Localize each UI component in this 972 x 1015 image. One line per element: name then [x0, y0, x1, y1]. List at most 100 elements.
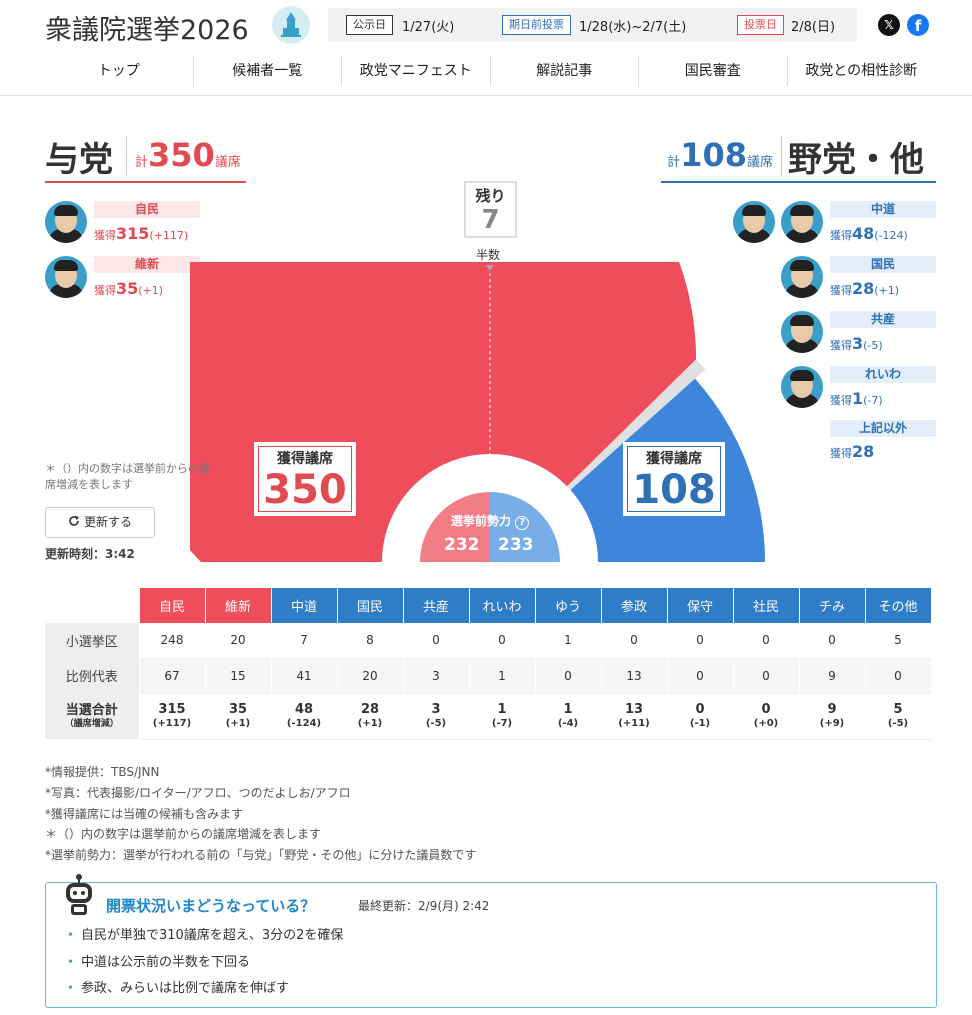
party-name-dpfp: 国民 — [830, 256, 936, 273]
opposition-total-prefix: 計 — [667, 155, 681, 170]
table-cell: 20 — [337, 658, 404, 694]
table-cell: 0 — [667, 623, 734, 659]
party-name-ishin: 維新 — [94, 256, 200, 273]
table-cell: 67 — [139, 658, 206, 694]
opposition-label: 野党・他 — [788, 140, 924, 180]
ruling-total: 計350議席 — [126, 136, 241, 176]
table-header-party: その他 — [865, 588, 932, 623]
refresh-icon — [69, 515, 79, 526]
half-label: 半数 — [476, 248, 501, 262]
table-total-value: 35 — [228, 702, 248, 717]
table-header-party: 共産 — [403, 588, 470, 623]
pre-election-ruling: 232 — [444, 535, 480, 555]
table-total-diff: (-5) — [425, 718, 447, 729]
table-header-party: 自民 — [139, 588, 206, 623]
table-total-cell: 9 (+9) — [799, 693, 866, 740]
table-total-cell: 3 (-5) — [403, 693, 470, 740]
refresh-label: 更新する — [83, 515, 132, 529]
summary-updated: 最終更新：2/9(月) 2:42 — [358, 899, 490, 913]
remaining-label: 残り — [475, 187, 506, 205]
remaining-value: 7 — [481, 205, 500, 235]
table-cell: 7 — [271, 623, 338, 659]
table-row-single-seat: 小選挙区 248 20 7 8 0 0 1 0 0 0 0 5 — [45, 623, 932, 659]
party-name-reiwa: れいわ — [830, 366, 936, 383]
seat-table: 自民 維新 中道 国民 共産 れいわ ゆう 参政 保守 社民 チみ その他 小選挙区 248 20 7 8 0… — [45, 588, 932, 740]
facebook-share-icon[interactable]: f — [907, 14, 929, 36]
table-total-cell: 13 (+11) — [601, 693, 668, 740]
table-total-label: 当選合計 （議席増減） — [45, 693, 140, 739]
table-cell: 0 — [667, 658, 734, 694]
table-total-value: 0 — [761, 702, 771, 717]
main-nav: トップ 候補者一覧 政党マニフェスト 解説記事 国民審査 政党との相性診断 — [45, 56, 935, 86]
opposition-total-suffix: 議席 — [746, 155, 773, 170]
site-title[interactable]: 衆議院選挙2026 — [45, 15, 249, 46]
avatar-chudo-leader-2 — [781, 201, 823, 243]
table-row-total: 当選合計 （議席増減） 315 (+117) 35 (+1) 48 (-124) 28 (+1… — [45, 693, 932, 740]
x-share-icon[interactable]: 𝕏 — [878, 14, 900, 36]
ruling-underline — [45, 181, 246, 183]
table-cell: 20 — [205, 623, 272, 659]
party-name-others: 上記以外 — [830, 420, 936, 437]
table-total-diff: (-1) — [689, 718, 711, 729]
table-total-value: 48 — [294, 702, 314, 717]
ruling-seat-box-value: 350 — [263, 467, 347, 513]
opposition-seat-box-label: 獲得議席 — [646, 451, 702, 467]
pre-election-opposition: 233 — [498, 535, 534, 555]
ruling-total-number: 350 — [148, 136, 215, 174]
table-cell: 0 — [601, 623, 668, 659]
nav-item-national-review[interactable]: 国民審査 — [639, 56, 788, 86]
summary-title: 開票状況いまどうなっている？ — [106, 897, 316, 915]
party-seats-others: 獲得28 — [830, 442, 875, 461]
avatar-chudo-leader-1 — [733, 201, 775, 243]
avatar-ldp-leader — [45, 201, 87, 243]
refresh-button[interactable]: 更新する — [45, 507, 155, 538]
footnotes: *情報提供：TBS/JNN *写真：代表撮影/ロイター/アフロ、つのだよしお/ア… — [45, 762, 476, 866]
schedule-badge-announcement: 公示日 — [346, 15, 393, 35]
table-row-label: 比例代表 — [45, 658, 140, 693]
summary-item: 自民が単独で310議席を超え、3分の2を確保 — [64, 923, 343, 950]
table-total-cell: 1 (-7) — [469, 693, 536, 740]
schedule-date-announcement: 1/27(火) — [402, 20, 455, 35]
table-cell: 15 — [205, 658, 272, 694]
schedule-date-voting-day: 2/8(日) — [791, 20, 836, 35]
opposition-underline — [661, 181, 936, 183]
table-total-value: 1 — [563, 702, 573, 717]
help-icon[interactable]: ? — [515, 516, 530, 530]
update-time: 更新時刻：3:42 — [45, 547, 135, 561]
avatar-reiwa-leader — [781, 366, 823, 408]
nav-item-manifesto[interactable]: 政党マニフェスト — [342, 56, 491, 86]
avatar-jcp-leader — [781, 311, 823, 353]
summary-item: 参政、みらいは比例で議席を伸ばす — [64, 976, 343, 1003]
table-total-diff: (-4) — [557, 718, 579, 729]
pre-election-ruling-arc — [420, 492, 490, 562]
table-cell: 0 — [403, 623, 470, 659]
nav-item-articles[interactable]: 解説記事 — [491, 56, 639, 86]
opposition-seat-box-value: 108 — [632, 467, 716, 513]
nav-item-candidates[interactable]: 候補者一覧 — [194, 56, 342, 86]
table-header-party: 中道 — [271, 588, 338, 623]
party-seats-ishin: 獲得35(+1) — [94, 279, 164, 298]
party-name-jcp: 共産 — [830, 311, 936, 328]
table-total-cell: 35 (+1) — [205, 693, 272, 740]
table-total-value: 0 — [695, 702, 705, 717]
table-total-cell: 1 (-4) — [535, 693, 602, 740]
table-total-value: 28 — [360, 702, 380, 717]
table-total-value: 13 — [624, 702, 644, 717]
party-name-chudo: 中道 — [830, 201, 936, 218]
schedule-date-early-voting: 1/28(水)~2/7(土) — [579, 20, 687, 35]
remaining-seats-box: 残り 7 — [464, 181, 517, 238]
footnote: *獲得議席には当確の候補も含みます — [45, 806, 244, 821]
election-schedule: 公示日 1/27(火) 期日前投票 1/28(水)~2/7(土) 投票日 2/8… — [328, 8, 857, 42]
table-total-value: 3 — [431, 702, 441, 717]
table-total-value: 5 — [893, 702, 903, 717]
footnote: ＊（）内の数字は選挙前からの議席増減を表します — [45, 827, 322, 842]
ruling-seat-box: 獲得議席 350 — [254, 442, 356, 516]
table-row-proportional: 比例代表 67 15 41 20 3 1 0 13 0 0 9 0 — [45, 658, 932, 694]
summary-list: 自民が単独で310議席を超え、3分の2を確保 中道は公示前の半数を下回る 参政、… — [64, 923, 343, 1003]
nav-item-compatibility[interactable]: 政党との相性診断 — [805, 63, 918, 79]
footnote: *写真：代表撮影/ロイター/アフロ、つのだよしお/アフロ — [45, 785, 351, 800]
nav-item-top[interactable]: トップ — [45, 56, 194, 86]
table-cell: 248 — [139, 623, 206, 659]
table-cell: 13 — [601, 658, 668, 694]
table-total-cell: 0 (+0) — [733, 693, 800, 740]
